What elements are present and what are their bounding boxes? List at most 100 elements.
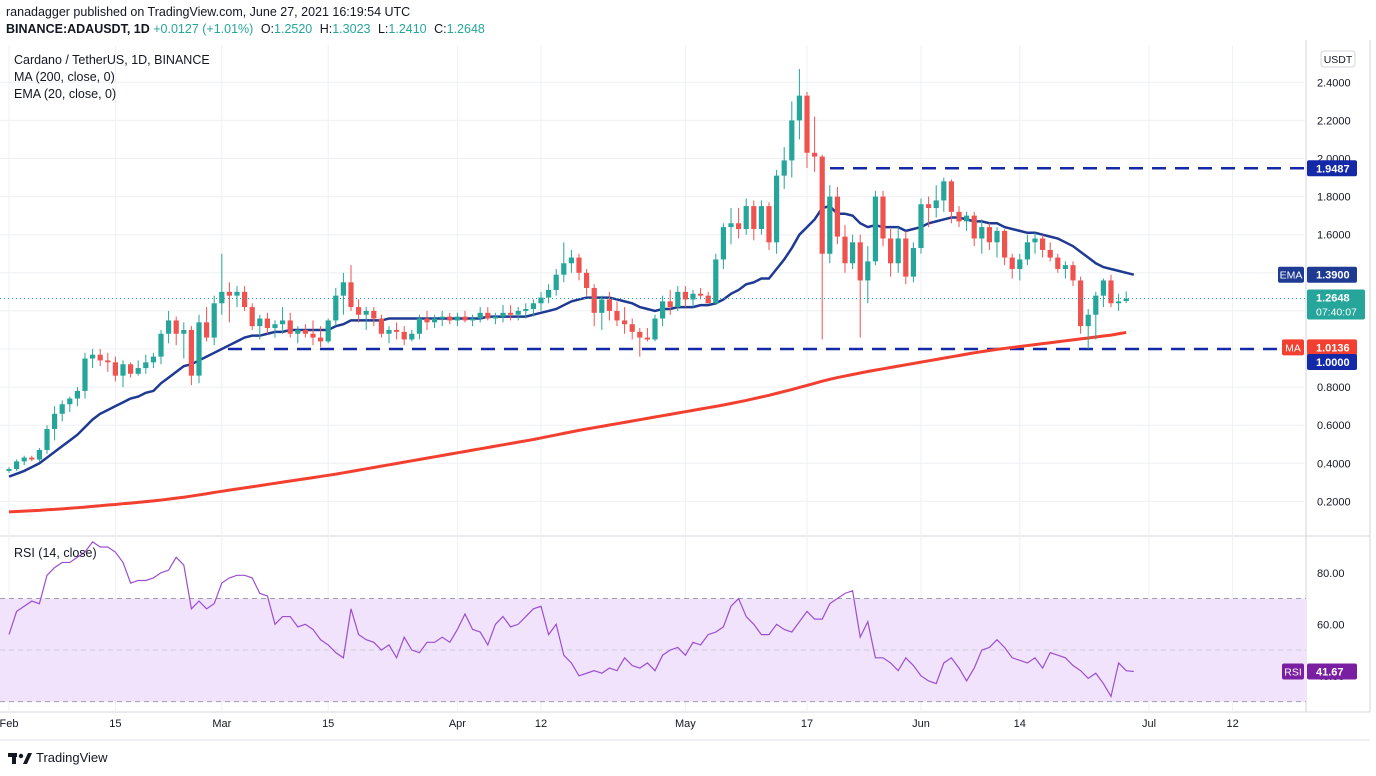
candle-body xyxy=(584,272,590,289)
ma-name-tag xyxy=(1282,339,1304,356)
symbol-label: BINANCE:ADAUSDT, 1D xyxy=(6,22,150,36)
ma-value: 1.0136 xyxy=(1316,342,1350,354)
candle-body xyxy=(67,398,73,405)
candle-body xyxy=(644,337,650,340)
candle xyxy=(926,196,932,228)
y-tick-label: 0.6000 xyxy=(1317,420,1351,432)
candle xyxy=(6,467,12,473)
support-tag xyxy=(1307,354,1357,370)
candle xyxy=(196,314,202,384)
ema-name: EMA xyxy=(1280,270,1303,282)
candle-body xyxy=(432,318,438,323)
candle-body xyxy=(1100,280,1106,296)
candle-body xyxy=(591,288,597,313)
candle xyxy=(485,307,491,321)
candle-body xyxy=(842,236,848,264)
candle-body xyxy=(166,320,172,334)
candle-body xyxy=(690,293,696,300)
candle-body xyxy=(705,295,711,304)
candle xyxy=(614,301,620,327)
rsi-value-tag xyxy=(1307,663,1357,680)
candle xyxy=(812,116,818,172)
candle xyxy=(477,307,483,323)
candle-body xyxy=(774,175,780,243)
candle xyxy=(1078,276,1084,334)
candle-body xyxy=(918,204,924,249)
x-tick-label: May xyxy=(675,718,696,730)
y-tick-label: 2.4000 xyxy=(1317,77,1351,89)
candle xyxy=(758,200,764,235)
candle-body xyxy=(880,196,886,239)
ema-legend[interactable]: EMA (20, close, 0) xyxy=(14,87,117,101)
candle-body xyxy=(348,282,354,308)
candle xyxy=(432,314,438,329)
high-label: H: xyxy=(319,22,333,36)
candle xyxy=(789,101,795,178)
candle-body xyxy=(599,299,605,313)
candle xyxy=(956,206,962,228)
candle xyxy=(173,316,179,346)
rsi-legend[interactable]: RSI (14, close) xyxy=(14,546,97,560)
ohlc-line: BINANCE:ADAUSDT, 1D +0.0127 (+1.01%) O:1… xyxy=(6,22,489,36)
support-value: 1.0000 xyxy=(1316,357,1350,369)
candle-body xyxy=(789,120,795,161)
candle xyxy=(386,326,392,344)
candle-body xyxy=(979,227,985,239)
ma-value-tag xyxy=(1307,339,1357,356)
candle-body xyxy=(105,360,111,363)
candle-body xyxy=(910,248,916,277)
candle xyxy=(1024,234,1030,266)
candle xyxy=(462,310,468,323)
candle xyxy=(249,303,255,330)
y-tick-label: 1.8000 xyxy=(1317,192,1351,204)
candle-body xyxy=(865,261,871,281)
candle xyxy=(606,291,612,321)
candle-body xyxy=(758,206,764,229)
rsi-tick-label: 80.00 xyxy=(1317,568,1345,580)
candle xyxy=(546,284,552,304)
candle xyxy=(287,312,293,338)
candle-body xyxy=(143,362,149,369)
last-price-tag xyxy=(1307,289,1365,320)
candle xyxy=(728,208,734,245)
candle-body xyxy=(29,457,35,460)
candle xyxy=(971,211,977,247)
candle-body xyxy=(508,312,514,315)
candle-body xyxy=(14,461,20,470)
candle xyxy=(14,459,20,471)
candle-body xyxy=(36,449,42,460)
candle-body xyxy=(44,429,50,450)
candle xyxy=(652,314,658,342)
candle-body xyxy=(553,274,559,290)
candle-body xyxy=(812,152,818,157)
candle-body xyxy=(933,200,939,209)
candle-body xyxy=(941,181,947,201)
candle-body xyxy=(280,320,286,325)
candle xyxy=(682,286,688,308)
candle xyxy=(470,314,476,327)
tradingview-logo[interactable]: TradingView xyxy=(8,750,108,765)
candle-body xyxy=(1085,314,1091,327)
candle xyxy=(105,352,111,372)
candle-body xyxy=(561,263,567,275)
currency-label: USDT xyxy=(1324,54,1353,66)
candle xyxy=(774,169,780,254)
candle-body xyxy=(500,312,506,317)
ma-legend[interactable]: MA (200, close, 0) xyxy=(14,70,115,84)
candle-body xyxy=(713,259,719,304)
candle-body xyxy=(888,238,894,264)
candle xyxy=(492,312,498,325)
candle-body xyxy=(97,354,103,361)
candle xyxy=(59,400,65,422)
candle xyxy=(599,295,605,330)
candle xyxy=(713,253,719,306)
candle-body xyxy=(128,364,134,374)
candle-body xyxy=(1108,280,1114,304)
candle xyxy=(850,234,856,269)
candle xyxy=(895,227,901,273)
candle xyxy=(698,288,704,300)
candle-body xyxy=(781,160,787,176)
candle xyxy=(553,268,559,296)
candle xyxy=(424,310,430,330)
